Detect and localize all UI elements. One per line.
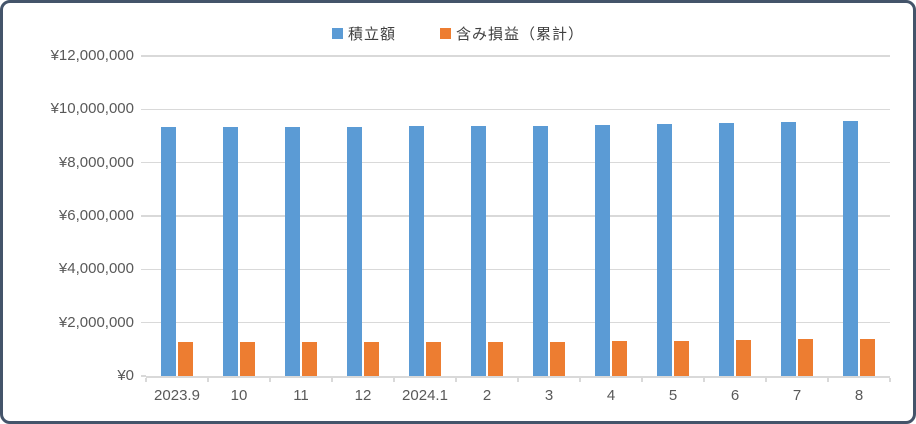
x-axis-tick-label: 2023.9 <box>154 387 200 404</box>
bar-blue-4[interactable] <box>409 126 424 376</box>
x-axis-tick-label: 10 <box>230 387 248 404</box>
bar-orange-1[interactable] <box>240 342 255 376</box>
legend-item-tsumitategaku[interactable]: 積立額 <box>331 23 396 44</box>
x-axis-tick-label: 5 <box>668 387 678 404</box>
legend-swatch-blue <box>331 28 343 39</box>
y-axis-tick-label: ¥2,000,000 <box>58 313 134 331</box>
bar-blue-1[interactable] <box>223 127 238 376</box>
y-axis-tick <box>141 108 146 111</box>
x-axis-tick <box>765 378 767 382</box>
legend-label-fukumi-soneki: 含み損益（累計） <box>456 26 585 43</box>
x-axis-tick-label: 11 <box>293 387 309 404</box>
bar-blue-5[interactable] <box>471 126 486 376</box>
bar-blue-2[interactable] <box>285 127 300 376</box>
y-axis-tick <box>141 321 146 324</box>
bar-blue-8[interactable] <box>657 124 672 376</box>
x-axis-tick-label: 4 <box>606 387 616 404</box>
bar-orange-10[interactable] <box>798 339 813 376</box>
bar-orange-0[interactable] <box>178 342 193 376</box>
x-axis-tick <box>579 378 581 382</box>
y-axis-tick-label: ¥12,000,000 <box>50 47 134 64</box>
bar-blue-11[interactable] <box>843 121 858 376</box>
legend-label-tsumitategaku: 積立額 <box>347 26 396 43</box>
x-axis-tick-label: 8 <box>854 387 864 404</box>
x-axis-tick <box>331 378 333 382</box>
gridline <box>146 321 890 324</box>
y-axis-tick <box>141 268 146 271</box>
bar-blue-7[interactable] <box>595 125 610 376</box>
y-axis-tick <box>141 215 146 217</box>
bar-blue-6[interactable] <box>533 126 548 376</box>
y-axis-tick <box>141 161 146 164</box>
bar-blue-3[interactable] <box>347 127 362 376</box>
y-axis-tick-label: ¥10,000,000 <box>50 100 134 118</box>
bar-orange-8[interactable] <box>674 341 689 376</box>
gridline <box>146 215 890 217</box>
x-axis-tick <box>455 378 457 382</box>
x-axis-tick-label: 7 <box>792 387 802 404</box>
x-axis-tick <box>393 378 395 382</box>
y-axis-tick <box>141 375 146 377</box>
gridline <box>146 55 890 57</box>
bar-orange-2[interactable] <box>302 342 317 376</box>
x-axis-tick <box>207 378 209 382</box>
bar-orange-4[interactable] <box>426 342 441 376</box>
legend-swatch-orange <box>440 28 451 39</box>
x-axis-tick-label: 2024.1 <box>402 387 448 404</box>
bar-orange-3[interactable] <box>364 342 379 376</box>
x-axis-tick <box>517 378 519 382</box>
bar-blue-9[interactable] <box>719 123 734 376</box>
x-axis-tick-label: 2 <box>482 387 492 404</box>
gridline <box>146 108 890 111</box>
x-axis-tick <box>145 378 147 382</box>
y-axis-tick-label: ¥6,000,000 <box>58 207 134 224</box>
x-axis-tick <box>641 378 643 382</box>
x-axis-tick-label: 3 <box>544 387 554 404</box>
bar-orange-9[interactable] <box>736 340 751 376</box>
bar-blue-0[interactable] <box>161 127 176 376</box>
bar-blue-10[interactable] <box>781 122 796 376</box>
x-axis-tick-label: 6 <box>730 387 740 404</box>
x-axis-tick <box>827 378 829 382</box>
y-axis-tick-label: ¥4,000,000 <box>58 260 134 278</box>
x-axis-tick <box>269 378 271 382</box>
y-axis-tick-label: ¥0 <box>117 367 134 384</box>
x-axis-line <box>146 376 890 378</box>
x-axis-tick <box>889 378 891 382</box>
x-axis-tick <box>703 378 705 382</box>
bar-orange-7[interactable] <box>612 341 627 376</box>
y-axis-tick-label: ¥8,000,000 <box>58 153 134 171</box>
bar-orange-11[interactable] <box>860 339 875 376</box>
plot-area <box>141 55 891 382</box>
legend: 積立額 含み損益（累計） <box>3 23 913 44</box>
x-axis-tick-label: 12 <box>354 387 372 404</box>
bar-orange-5[interactable] <box>488 342 503 376</box>
gridline <box>146 268 890 271</box>
y-axis-tick <box>141 55 146 57</box>
legend-item-fukumi-soneki[interactable]: 含み損益（累計） <box>440 23 584 44</box>
bar-orange-6[interactable] <box>550 342 565 376</box>
gridline <box>146 161 890 164</box>
